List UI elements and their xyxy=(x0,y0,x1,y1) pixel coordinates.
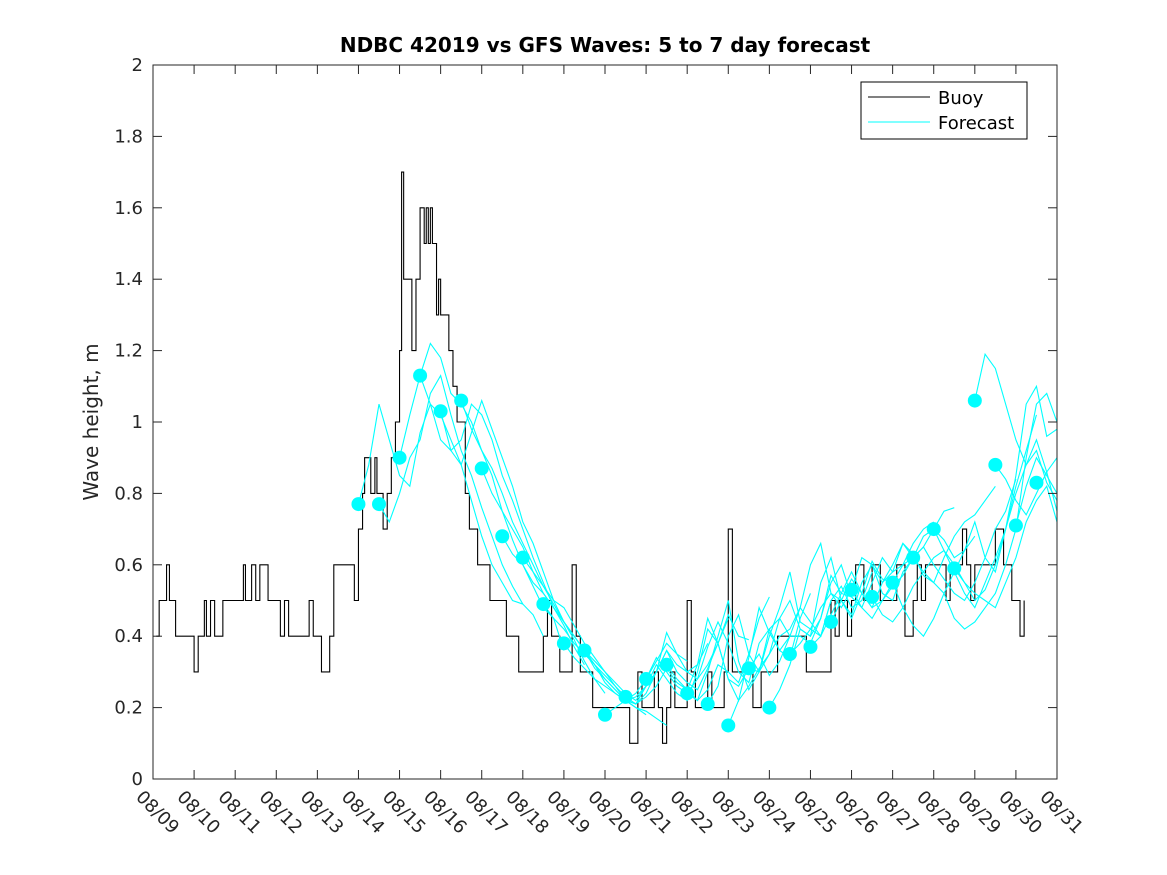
forecast-marker xyxy=(824,614,838,629)
forecast-run-line xyxy=(974,352,1058,501)
x-tick-label: 08/10 xyxy=(173,787,225,839)
forecast-marker xyxy=(639,672,654,687)
forecast-marker xyxy=(659,657,674,672)
forecast-marker xyxy=(433,404,448,419)
forecast-marker xyxy=(988,457,1003,472)
forecast-marker xyxy=(762,700,777,715)
x-tick-label: 08/25 xyxy=(789,787,841,839)
x-tick-label: 08/13 xyxy=(296,787,348,839)
forecast-marker xyxy=(1008,518,1023,533)
forecast-marker xyxy=(618,689,633,704)
y-tick-label: 1 xyxy=(132,412,143,433)
chart-title: NDBC 42019 vs GFS Waves: 5 to 7 day fore… xyxy=(340,33,871,57)
x-axis-ticks: 08/0908/1008/1108/1208/1308/1408/1508/16… xyxy=(131,65,1087,838)
forecast-marker xyxy=(885,575,900,590)
y-tick-label: 0.2 xyxy=(114,698,143,719)
forecast-marker xyxy=(947,561,962,576)
forecast-run-line xyxy=(584,613,749,702)
forecast-marker xyxy=(926,522,941,537)
forecast-run-line xyxy=(892,384,1058,638)
forecast-marker xyxy=(372,497,386,512)
forecast-marker xyxy=(741,661,756,676)
forecast-run-line xyxy=(1015,456,1058,526)
forecast-run-line xyxy=(953,485,1058,609)
legend: Buoy Forecast xyxy=(860,81,1028,140)
x-tick-label: 08/20 xyxy=(583,787,635,839)
x-tick-label: 08/15 xyxy=(378,787,430,839)
x-tick-label: 08/14 xyxy=(337,787,389,839)
forecast-marker xyxy=(680,686,695,701)
x-tick-label: 08/27 xyxy=(871,787,923,839)
y-tick-label: 0.4 xyxy=(114,626,143,647)
forecast-run-line xyxy=(912,392,1058,630)
forecast-run-line xyxy=(851,478,1017,620)
y-tick-label: 1.6 xyxy=(114,198,143,219)
y-tick-label: 1.8 xyxy=(114,126,143,147)
forecast-marker xyxy=(474,461,489,476)
forecast-marker xyxy=(844,582,859,597)
y-tick-label: 1.2 xyxy=(114,341,143,362)
forecast-marker xyxy=(906,550,921,565)
x-tick-label: 08/16 xyxy=(419,787,471,839)
forecast-marker xyxy=(351,497,366,512)
y-tick-label: 1.4 xyxy=(114,269,143,290)
forecast-marker xyxy=(700,697,715,712)
forecast-marker xyxy=(577,643,592,658)
y-tick-label: 0.8 xyxy=(114,483,143,504)
forecast-marker xyxy=(556,636,571,651)
forecast-marker xyxy=(495,529,510,544)
buoy-series xyxy=(156,171,1025,744)
buoy-line xyxy=(156,171,1025,744)
forecast-run-line xyxy=(522,557,688,702)
forecast-marker xyxy=(598,707,612,722)
y-tick-label: 0 xyxy=(132,769,143,790)
y-tick-label: 2 xyxy=(132,55,143,76)
forecast-run-line xyxy=(378,374,544,637)
forecast-markers xyxy=(351,368,1044,733)
forecast-marker xyxy=(1029,475,1044,490)
forecast-marker xyxy=(721,718,736,733)
forecast-marker xyxy=(454,393,469,408)
x-tick-label: 08/24 xyxy=(748,787,800,839)
y-axis-ticks: 0 0.2 0.4 0.6 0.8 1 1.2 1.4 1.6 1.8 2 xyxy=(114,55,1057,790)
forecast-marker xyxy=(967,393,982,408)
x-tick-label: 08/21 xyxy=(625,787,677,839)
forecast-run-line xyxy=(686,574,852,702)
forecast-marker xyxy=(413,368,428,383)
x-tick-label: 08/18 xyxy=(501,787,553,839)
x-tick-label: 08/23 xyxy=(707,787,759,839)
x-tick-label: 08/11 xyxy=(214,787,266,839)
forecast-marker xyxy=(536,597,551,612)
x-tick-label: 08/29 xyxy=(953,787,1005,839)
legend-box xyxy=(860,81,1028,140)
y-axis-label: Wave height, m xyxy=(79,343,103,500)
forecast-run-line xyxy=(666,600,832,703)
forecast-marker xyxy=(865,589,880,604)
x-tick-label: 08/22 xyxy=(666,787,718,839)
forecast-marker xyxy=(515,550,530,565)
x-tick-label: 08/31 xyxy=(1035,787,1087,839)
forecast-marker xyxy=(782,647,797,662)
x-tick-label: 08/28 xyxy=(912,787,964,839)
x-tick-label: 08/09 xyxy=(131,787,183,839)
x-tick-label: 08/19 xyxy=(542,787,594,839)
forecast-marker xyxy=(803,639,818,654)
x-tick-label: 08/17 xyxy=(460,787,512,839)
legend-buoy-label: Buoy xyxy=(938,88,984,109)
forecast-run-line xyxy=(419,375,585,666)
legend-forecast-label: Forecast xyxy=(938,113,1014,134)
forecast-run-line xyxy=(789,507,955,655)
x-tick-label: 08/30 xyxy=(994,787,1046,839)
forecast-marker xyxy=(392,450,407,465)
x-tick-label: 08/26 xyxy=(830,787,882,839)
x-tick-label: 08/12 xyxy=(255,787,307,839)
forecast-run-line xyxy=(994,457,1058,516)
y-tick-label: 0.6 xyxy=(114,555,143,576)
